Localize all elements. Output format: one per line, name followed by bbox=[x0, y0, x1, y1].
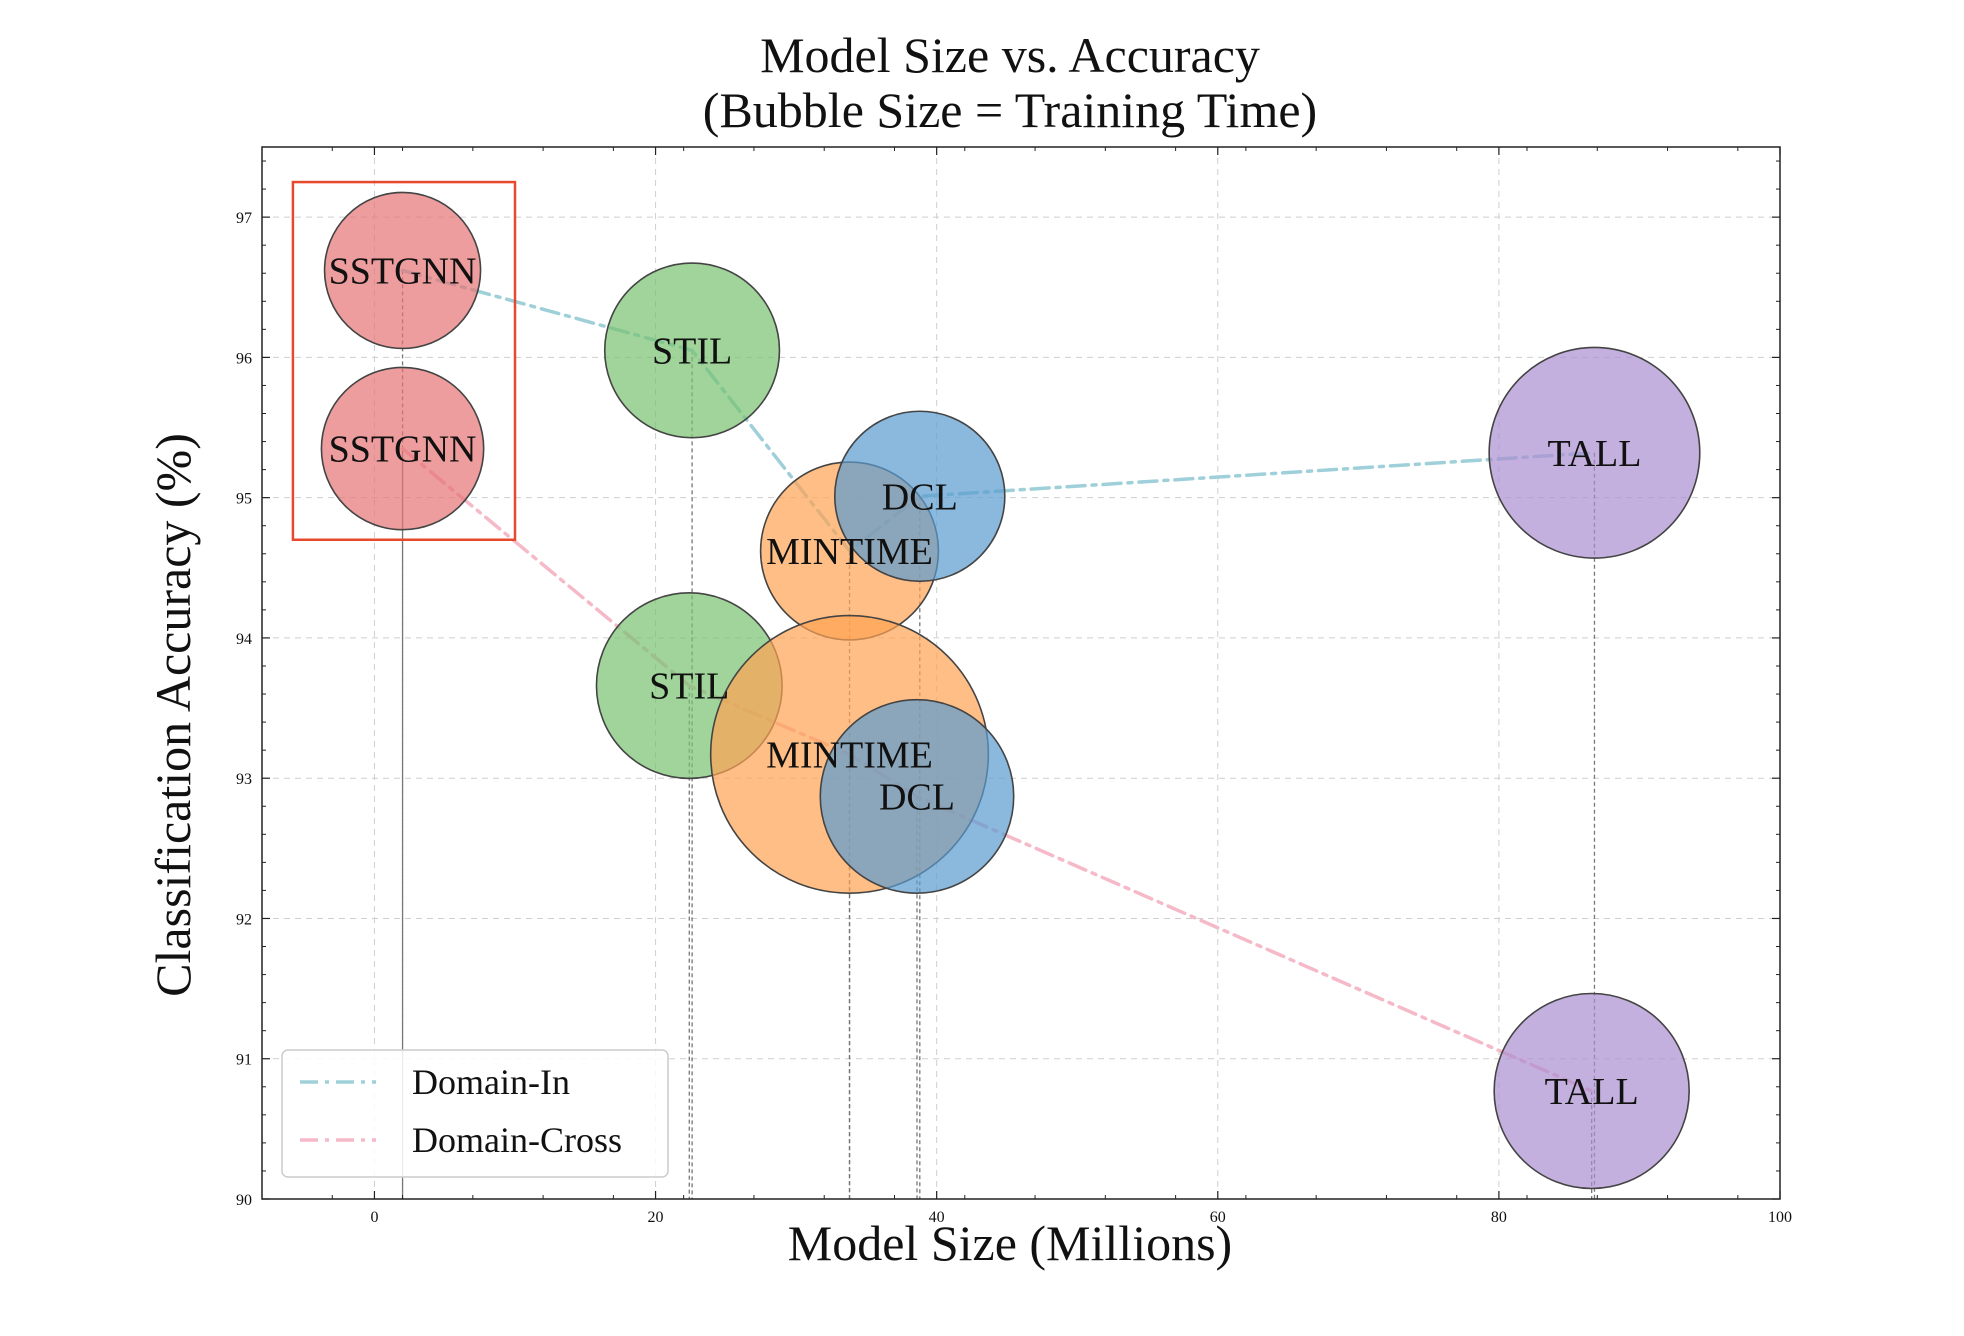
bubble-labels-layer: SSTGNNSTILMINTIMEDCLTALLSSTGNNSTILMINTIM… bbox=[329, 250, 1642, 1113]
y-tick-label-94: 94 bbox=[236, 631, 252, 648]
x-tick-label-80: 80 bbox=[1491, 1209, 1507, 1226]
bubble-label-sstgnn-domain-cross: SSTGNN bbox=[329, 429, 477, 471]
chart-title-line-1: Model Size vs. Accuracy bbox=[760, 27, 1260, 83]
chart-title-line-2: (Bubble Size = Training Time) bbox=[703, 82, 1317, 138]
bubble-label-stil-domain-cross: STIL bbox=[649, 666, 729, 708]
x-tick-label-60: 60 bbox=[1210, 1209, 1226, 1226]
bubble-label-tall-domain-cross: TALL bbox=[1545, 1071, 1639, 1113]
y-tick-label-96: 96 bbox=[236, 350, 252, 367]
series-lines-layer bbox=[400, 268, 1597, 1093]
bubble-label-mintime-domain-in: MINTIME bbox=[766, 531, 933, 573]
y-axis-label: Classification Accuracy (%) bbox=[145, 433, 201, 997]
x-tick-label-0: 0 bbox=[370, 1209, 378, 1226]
legend-box bbox=[281, 1049, 669, 1178]
bubble-stil-domain-in bbox=[603, 262, 781, 439]
bubble-dcl-domain-cross bbox=[819, 698, 1015, 894]
bubbles-layer bbox=[320, 191, 1701, 1190]
y-tick-label-97: 97 bbox=[236, 210, 252, 227]
bubble-tall-domain-in bbox=[1488, 346, 1701, 559]
x-tick-label-40: 40 bbox=[929, 1209, 945, 1226]
bubble-label-stil-domain-in: STIL bbox=[652, 330, 732, 372]
bubble-dcl-domain-in bbox=[833, 410, 1006, 583]
bubble-label-mintime-domain-cross: MINTIME bbox=[766, 734, 933, 776]
bubble-label-tall-domain-in: TALL bbox=[1547, 433, 1641, 475]
bubble-tall-domain-cross bbox=[1493, 992, 1690, 1190]
x-tick-label-100: 100 bbox=[1768, 1209, 1792, 1226]
y-tick-label-93: 93 bbox=[236, 771, 252, 788]
y-tick-label-92: 92 bbox=[236, 911, 252, 928]
legend: Domain-In Domain-Cross bbox=[281, 1049, 669, 1178]
bubble-label-dcl-domain-cross: DCL bbox=[879, 776, 955, 818]
bubble-sstgnn-domain-cross bbox=[320, 366, 485, 531]
axes-layer: 0 20 40 60 80 100 90 91 92 93 94 95 96 97 bbox=[236, 146, 1792, 1226]
legend-label-domain-in: Domain-In bbox=[412, 1062, 570, 1102]
bubble-label-sstgnn-domain-in: SSTGNN bbox=[329, 250, 477, 292]
bubble-label-dcl-domain-in: DCL bbox=[882, 476, 958, 518]
legend-label-domain-cross: Domain-Cross bbox=[412, 1120, 622, 1160]
highlight-box bbox=[291, 180, 517, 541]
bubble-sstgnn-domain-in bbox=[323, 191, 482, 350]
y-tick-label-90: 90 bbox=[236, 1192, 252, 1209]
x-axis-label: Model Size (Millions) bbox=[788, 1215, 1232, 1271]
plot-frame bbox=[261, 146, 1781, 1200]
y-tick-label-95: 95 bbox=[236, 491, 252, 508]
x-tick-label-20: 20 bbox=[648, 1209, 664, 1226]
y-tick-label-91: 91 bbox=[236, 1052, 252, 1069]
